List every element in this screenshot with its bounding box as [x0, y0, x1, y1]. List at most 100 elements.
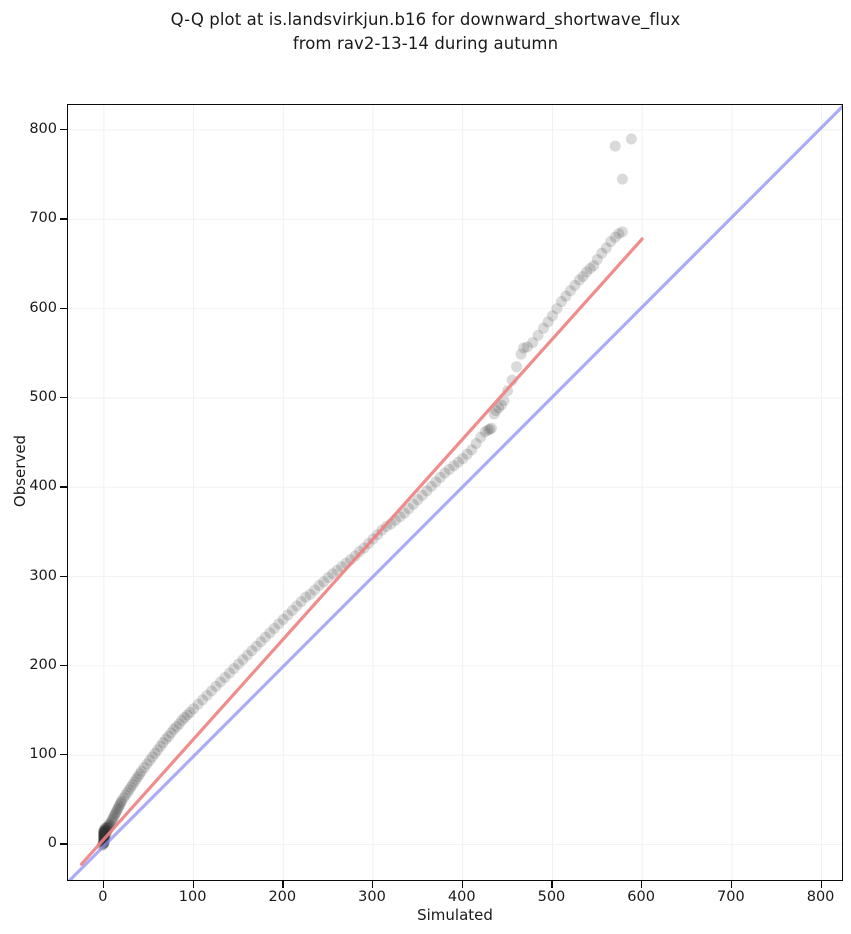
scatter-point [112, 802, 124, 814]
scatter-point [210, 680, 222, 692]
scatter-point [581, 266, 593, 278]
y-tick-mark [60, 486, 67, 488]
x-tick-mark [192, 881, 194, 888]
scatter-point [134, 768, 146, 780]
scatter-point [515, 348, 527, 360]
y-axis-tick-labels: 0 100 200 300 400 500 600 700 800 [0, 104, 57, 881]
scatter-point [542, 316, 554, 328]
x-tick-label: 200 [268, 889, 297, 905]
scatter-point [313, 579, 325, 591]
scatter-point [168, 723, 180, 735]
scatter-point [484, 423, 496, 435]
scatter-point [286, 604, 298, 616]
scatter-point [532, 329, 544, 341]
scatter-point [125, 781, 137, 793]
scatter-point [555, 295, 567, 307]
y-tick-label: 400 [29, 478, 57, 495]
identity-line [68, 105, 842, 880]
scatter-point [416, 489, 428, 501]
scatter-point [237, 654, 249, 666]
scatter-point [430, 476, 442, 488]
scatter-point [596, 247, 608, 259]
scatter-point [613, 228, 625, 240]
scatter-point [527, 337, 539, 349]
scatter-point [609, 140, 621, 152]
scatter-point [605, 236, 617, 248]
x-tick-mark [730, 881, 733, 888]
x-tick-label: 0 [98, 889, 108, 905]
scatter-point [128, 776, 140, 788]
scatter-point [215, 676, 227, 688]
scatter-point [184, 706, 196, 718]
y-tick-label: 800 [29, 121, 57, 137]
scatter-point [110, 805, 122, 817]
y-axis-label: Observed [11, 434, 29, 508]
scatter-point [138, 762, 150, 774]
scatter-point [625, 133, 637, 145]
scatter-point [457, 453, 469, 465]
scatter-point [537, 322, 549, 334]
scatter-point [99, 822, 111, 834]
x-tick-label: 700 [717, 889, 745, 905]
scatter-point [448, 460, 460, 472]
x-axis-label: Simulated [417, 906, 493, 924]
scatter-point [488, 408, 500, 420]
scatter-point [106, 814, 118, 826]
scatter-point [282, 609, 294, 621]
scatter-point [101, 827, 113, 839]
scatter-point [192, 698, 204, 710]
x-tick-mark [102, 881, 105, 888]
scatter-point [425, 480, 437, 492]
y-tick-mark [60, 575, 67, 577]
scatter-point [228, 663, 240, 675]
regression-line [79, 237, 644, 866]
scatter-point [268, 622, 280, 634]
scatter-point [349, 550, 361, 562]
scatter-point [201, 689, 213, 701]
scatter-point [616, 226, 628, 238]
scatter-point [149, 747, 161, 759]
scatter-point [264, 627, 276, 639]
x-tick-mark [372, 881, 374, 888]
scatter-point [176, 714, 188, 726]
scatter-point [452, 456, 464, 468]
scatter-point [110, 807, 122, 819]
scatter-point [102, 820, 114, 832]
scatter-point [100, 822, 112, 834]
scatter-point [569, 279, 581, 291]
scatter-point [591, 254, 603, 266]
y-tick-mark [60, 218, 67, 220]
scatter-point [119, 789, 131, 801]
x-tick-label: 800 [806, 889, 835, 905]
y-tick-label: 300 [29, 567, 57, 584]
scatter-point [398, 507, 410, 519]
scatter-point [114, 798, 126, 810]
scatter-point [109, 809, 121, 821]
x-tick-label: 500 [537, 889, 566, 905]
scatter-point [470, 437, 482, 449]
x-tick-label: 100 [178, 889, 207, 905]
scatter-point [322, 571, 334, 583]
scatter-point [295, 596, 307, 608]
scatter-point [197, 694, 209, 706]
scatter-point [277, 613, 289, 625]
scatter-point [584, 262, 596, 274]
scatter-point [521, 341, 533, 353]
reference-lines-group [68, 105, 842, 880]
scatter-point [136, 765, 148, 777]
scatter-point [127, 779, 139, 791]
scatter-point [421, 485, 433, 497]
x-tick-mark [282, 881, 284, 888]
scatter-point [479, 426, 491, 438]
scatter-point [546, 310, 558, 322]
scatter-point [107, 813, 119, 825]
scatter-point [475, 431, 487, 443]
scatter-point [255, 636, 267, 648]
scatter-point [573, 274, 585, 286]
scatter-point [304, 588, 316, 600]
scatter-point [181, 709, 193, 721]
x-tick-label: 300 [358, 889, 386, 905]
scatter-point [482, 424, 494, 436]
plot-canvas [68, 105, 842, 880]
scatter-point [485, 422, 497, 434]
